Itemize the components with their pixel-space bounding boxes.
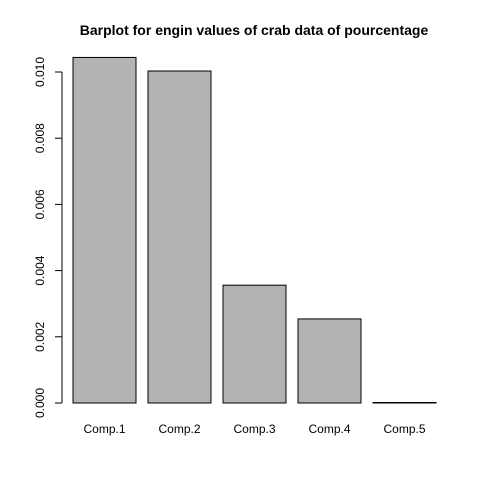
x-tick-label: Comp.2 — [158, 422, 200, 436]
bar-comp-4 — [297, 318, 362, 404]
y-tick-label: 0.004 — [33, 255, 47, 285]
x-tick-label: Comp.1 — [83, 422, 125, 436]
x-tick-label: Comp.5 — [383, 422, 425, 436]
bar-comp-3 — [222, 284, 287, 404]
y-tick-label: 0.010 — [33, 57, 47, 87]
bar-comp-5 — [372, 402, 437, 404]
x-tick-label: Comp.4 — [308, 422, 350, 436]
bar-comp-2 — [147, 70, 212, 404]
y-tick-label: 0.002 — [33, 321, 47, 351]
y-tick-label: 0.006 — [33, 189, 47, 219]
chart-title: Barplot for engin values of crab data of… — [80, 22, 429, 38]
y-axis: 0.000 0.002 0.004 0.006 0.008 0.010 — [33, 57, 63, 418]
bar-comp-1 — [72, 56, 137, 404]
y-tick-label: 0.008 — [33, 123, 47, 153]
x-tick-label: Comp.3 — [233, 422, 275, 436]
y-tick-label: 0.000 — [33, 388, 47, 418]
bars-group — [72, 56, 437, 404]
x-axis-labels: Comp.1 Comp.2 Comp.3 Comp.4 Comp.5 — [83, 422, 425, 436]
